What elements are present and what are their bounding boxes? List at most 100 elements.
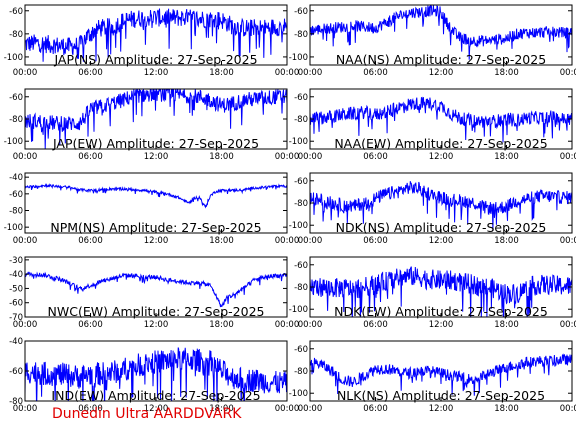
y-tick-label: -60 bbox=[9, 367, 23, 377]
x-tick-label: 06:00 bbox=[363, 152, 388, 162]
x-tick-label: 18:00 bbox=[209, 152, 234, 162]
y-tick-label: -60 bbox=[9, 190, 23, 200]
y-tick-label: -70 bbox=[9, 313, 23, 323]
x-tick-label: 18:00 bbox=[494, 68, 519, 78]
amplitude-trace bbox=[25, 271, 287, 308]
y-tick-label: -80 bbox=[9, 30, 23, 40]
x-tick-label: 06:00 bbox=[363, 236, 388, 246]
y-tick-label: -100 bbox=[4, 53, 23, 63]
x-tick-label: 12:00 bbox=[144, 320, 169, 330]
y-tick-label: -80 bbox=[294, 115, 308, 125]
x-tick-label: 00:00 bbox=[275, 68, 300, 78]
panel-2: -100 -80 -60 00:00 06:00 12:00 18:00 00:00 JAP(E… bbox=[4, 88, 300, 162]
panel-8: -80 -60 -40 00:00 06:00 12:00 18:00 00:00 IND(EW… bbox=[9, 337, 300, 414]
x-tick-label: 18:00 bbox=[209, 404, 234, 414]
amplitude-trace bbox=[310, 5, 572, 60]
panel-title: NAA(EW) Amplitude: 27-Sep-2025 bbox=[334, 136, 547, 151]
y-tick-label: -100 bbox=[289, 389, 308, 399]
x-tick-label: 00:00 bbox=[560, 404, 576, 414]
x-tick-label: 00:00 bbox=[298, 404, 323, 414]
x-tick-label: 00:00 bbox=[560, 320, 576, 330]
y-tick-label: -100 bbox=[289, 137, 308, 147]
x-tick-label: 00:00 bbox=[560, 68, 576, 78]
y-tick-label: -80 bbox=[9, 207, 23, 217]
panel-4: -100 -80 -60 -40 00:00 06:00 12:00 18:00 00:00 NP… bbox=[4, 172, 299, 246]
panel-6: -70 -60 -50 -40 -30 00:00 06:00 12:00 18:00 00:00… bbox=[9, 256, 299, 330]
y-tick-label: -50 bbox=[9, 284, 23, 294]
x-tick-label: 06:00 bbox=[363, 320, 388, 330]
x-tick-label: 18:00 bbox=[209, 68, 234, 78]
y-tick-label: -80 bbox=[294, 283, 308, 293]
panel-3: -100 -80 -60 00:00 06:00 12:00 18:00 00:00 NAA(E… bbox=[289, 88, 576, 162]
x-tick-label: 00:00 bbox=[275, 404, 300, 414]
x-tick-label: 00:00 bbox=[275, 152, 300, 162]
x-tick-label: 00:00 bbox=[298, 68, 323, 78]
amplitude-trace bbox=[25, 89, 287, 149]
amplitude-trace bbox=[25, 347, 287, 401]
y-tick-label: -60 bbox=[294, 93, 308, 103]
x-tick-label: 00:00 bbox=[13, 152, 38, 162]
x-tick-label: 06:00 bbox=[78, 152, 103, 162]
y-tick-label: -60 bbox=[294, 7, 308, 17]
y-tick-label: -30 bbox=[9, 256, 23, 266]
x-tick-label: 06:00 bbox=[78, 404, 103, 414]
y-tick-label: -60 bbox=[294, 345, 308, 355]
panel-9: -100 -80 -60 00:00 06:00 12:00 18:00 00:00 NLK(N… bbox=[289, 340, 576, 414]
y-tick-label: -60 bbox=[294, 177, 308, 187]
y-tick-label: -80 bbox=[9, 397, 23, 407]
x-tick-label: 00:00 bbox=[13, 68, 38, 78]
panel-title: NAA(NS) Amplitude: 27-Sep-2025 bbox=[336, 52, 546, 67]
y-tick-label: -80 bbox=[294, 30, 308, 40]
x-tick-label: 00:00 bbox=[298, 152, 323, 162]
panel-title: NLK(NS) Amplitude: 27-Sep-2025 bbox=[337, 388, 545, 403]
x-tick-label: 12:00 bbox=[144, 236, 169, 246]
amplitude-trace bbox=[310, 96, 572, 143]
panel-title: JAP(NS) Amplitude: 27-Sep-2025 bbox=[53, 52, 257, 67]
x-tick-label: 00:00 bbox=[298, 236, 323, 246]
amplitude-trace bbox=[310, 353, 572, 396]
panel-title: JAP(EW) Amplitude: 27-Sep-2025 bbox=[52, 136, 259, 151]
footer-station-label: Dunedin Ultra AARDDVARK bbox=[52, 406, 242, 422]
amplitude-trace bbox=[25, 183, 287, 209]
x-tick-label: 12:00 bbox=[429, 404, 454, 414]
x-tick-label: 18:00 bbox=[494, 236, 519, 246]
x-tick-label: 00:00 bbox=[13, 320, 38, 330]
amplitude-trace bbox=[310, 266, 572, 317]
panel-title: NPM(NS) Amplitude: 27-Sep-2025 bbox=[50, 220, 261, 235]
y-tick-label: -40 bbox=[9, 337, 23, 347]
panel-0: -100 -80 -60 00:00 06:00 12:00 18:00 00:00 JAP(N… bbox=[4, 4, 300, 78]
y-tick-label: -60 bbox=[9, 7, 23, 17]
panel-title: NDK(EW) Amplitude: 27-Sep-2025 bbox=[334, 304, 548, 319]
x-tick-label: 06:00 bbox=[78, 68, 103, 78]
x-tick-label: 06:00 bbox=[363, 68, 388, 78]
x-tick-label: 00:00 bbox=[275, 320, 300, 330]
x-tick-label: 12:00 bbox=[144, 152, 169, 162]
x-tick-label: 00:00 bbox=[560, 152, 576, 162]
x-tick-label: 12:00 bbox=[144, 68, 169, 78]
x-tick-label: 18:00 bbox=[494, 320, 519, 330]
x-tick-label: 12:00 bbox=[429, 152, 454, 162]
y-tick-label: -80 bbox=[9, 115, 23, 125]
x-tick-label: 06:00 bbox=[363, 404, 388, 414]
x-tick-label: 06:00 bbox=[78, 236, 103, 246]
x-tick-label: 00:00 bbox=[560, 236, 576, 246]
panel-title: NDK(NS) Amplitude: 27-Sep-2025 bbox=[336, 220, 547, 235]
y-tick-label: -100 bbox=[4, 223, 23, 233]
x-tick-label: 12:00 bbox=[429, 236, 454, 246]
x-tick-label: 12:00 bbox=[144, 404, 169, 414]
y-tick-label: -80 bbox=[294, 199, 308, 209]
y-tick-label: -60 bbox=[9, 299, 23, 309]
x-tick-label: 00:00 bbox=[298, 320, 323, 330]
panel-title: IND(EW) Amplitude: 27-Sep-2025 bbox=[51, 388, 260, 403]
x-tick-label: 06:00 bbox=[78, 320, 103, 330]
panel-1: -100 -80 -60 00:00 06:00 12:00 18:00 00:00 NAA(N… bbox=[289, 4, 576, 78]
y-tick-label: -100 bbox=[4, 137, 23, 147]
y-tick-label: -80 bbox=[294, 367, 308, 377]
y-tick-label: -100 bbox=[289, 305, 308, 315]
y-tick-label: -100 bbox=[289, 53, 308, 63]
y-tick-label: -100 bbox=[289, 221, 308, 231]
x-tick-label: 00:00 bbox=[13, 236, 38, 246]
x-tick-label: 18:00 bbox=[209, 236, 234, 246]
